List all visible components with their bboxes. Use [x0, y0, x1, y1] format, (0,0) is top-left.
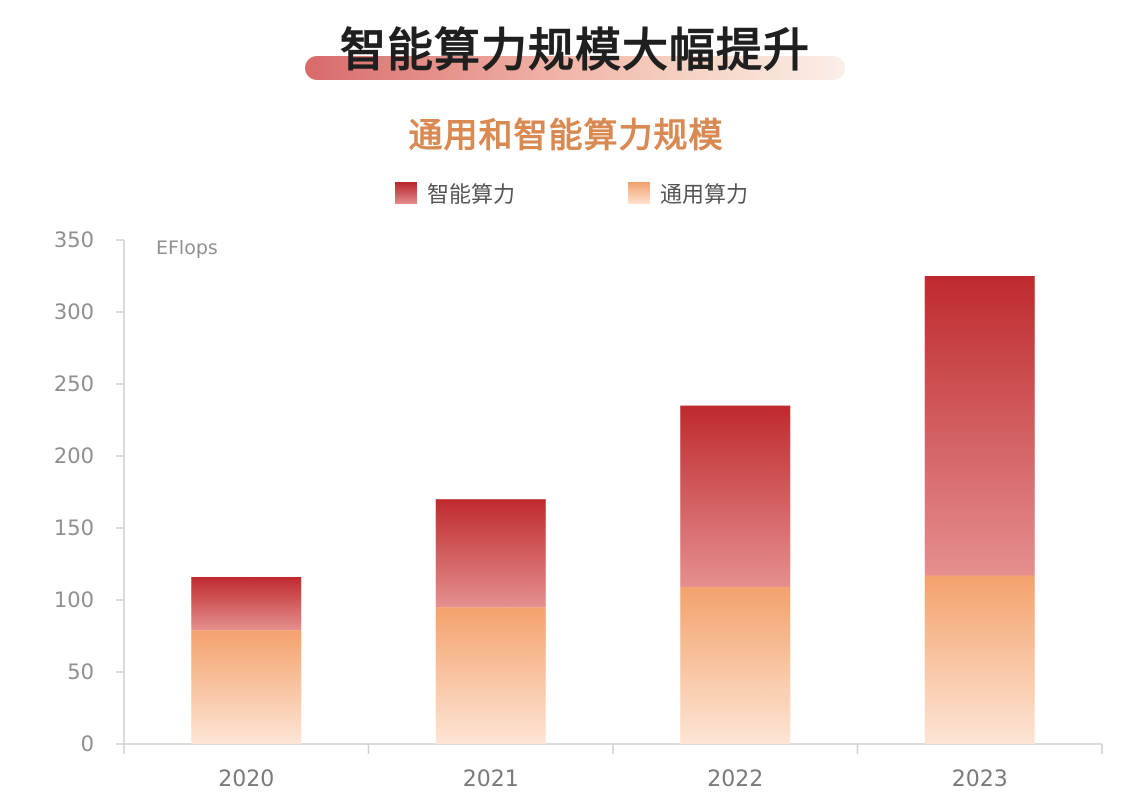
- y-tick-label: 250: [54, 372, 94, 396]
- x-tick-label: 2023: [952, 767, 1008, 792]
- y-tick-label: 0: [81, 732, 94, 756]
- chart-title: 通用和智能算力规模: [408, 116, 724, 156]
- legend-item-general: 通用算力: [628, 176, 748, 210]
- headline-text: 智能算力规模大幅提升: [340, 23, 810, 77]
- bar-intelligent-2023: [924, 276, 1035, 576]
- bar-intelligent-2022: [680, 405, 791, 588]
- bar-general-2022: [680, 587, 791, 744]
- bar-general-2020: [191, 630, 302, 744]
- chart-ticks: 0 50 100 150 200 250 300 350 2020 2021 2022 2023: [54, 228, 1103, 792]
- unit-label: EFlops: [156, 237, 218, 259]
- bar-general-2021: [435, 607, 546, 744]
- y-tick-label: 50: [67, 660, 94, 684]
- y-tick-label: 300: [54, 300, 94, 324]
- legend-swatch-intelligent: [395, 182, 417, 204]
- x-tick-label: 2020: [218, 767, 274, 792]
- y-tick-label: 100: [54, 588, 94, 612]
- chart-legend: 智能算力 通用算力: [0, 176, 1132, 210]
- bar-intelligent-2021: [435, 499, 546, 608]
- legend-item-intelligent: 智能算力: [395, 176, 515, 210]
- x-tick-label: 2022: [707, 767, 763, 792]
- x-tick-label: 2021: [463, 767, 519, 792]
- headline-banner: 智能算力规模大幅提升: [0, 0, 1132, 100]
- legend-label-intelligent: 智能算力: [427, 183, 516, 208]
- bar-intelligent-2020: [191, 576, 302, 631]
- y-tick-label: 150: [54, 516, 94, 540]
- y-tick-label: 350: [54, 228, 94, 252]
- chart-bars: [191, 276, 1035, 744]
- y-tick-label: 200: [54, 444, 94, 468]
- bar-general-2023: [924, 575, 1035, 744]
- legend-swatch-general: [628, 182, 650, 204]
- headline-highlight-band: [305, 56, 845, 80]
- legend-label-general: 通用算力: [660, 183, 749, 208]
